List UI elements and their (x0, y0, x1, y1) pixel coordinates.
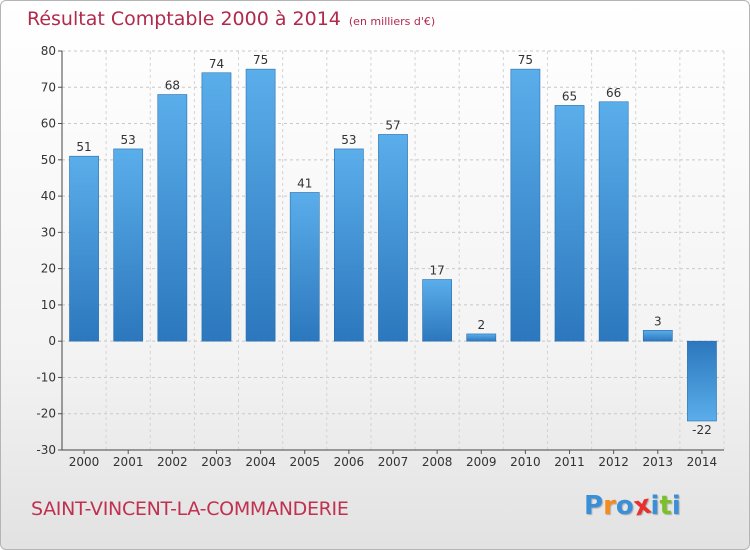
x-tick-label: 2000 (69, 455, 100, 469)
title-block: Résultat Comptable 2000 à 2014 (en millie… (27, 8, 435, 30)
bar-2004 (245, 68, 276, 342)
x-tick-label: 2009 (466, 455, 497, 469)
y-tick-label: 0 (48, 334, 56, 348)
bar-2012 (598, 101, 629, 342)
x-tick-label: 2006 (334, 455, 365, 469)
x-tick-label: 2011 (554, 455, 585, 469)
data-label: 41 (297, 176, 312, 190)
bar-2008 (422, 279, 452, 342)
bar-2007 (378, 134, 408, 342)
bar-2005 (289, 192, 320, 342)
bar-layer (69, 68, 717, 422)
data-label: 53 (121, 133, 136, 147)
bar-2013 (642, 329, 673, 342)
data-label: 2 (477, 318, 485, 332)
y-tick-label: 30 (41, 225, 56, 239)
commune-name: SAINT-VINCENT-LA-COMMANDERIE (31, 498, 349, 520)
data-label: 66 (606, 86, 621, 100)
x-tick-label: 2002 (157, 455, 188, 469)
y-tick-label: 50 (41, 153, 56, 167)
bar-2003 (201, 72, 232, 342)
data-label: 17 (429, 264, 444, 278)
x-tick-label: 2010 (510, 455, 541, 469)
data-label: 3 (654, 314, 662, 328)
grid-layer (61, 50, 725, 451)
chart-title: Résultat Comptable 2000 à 2014 (27, 8, 341, 30)
x-tick-label: 2001 (113, 455, 144, 469)
logo-letter: P (584, 491, 604, 521)
label-layer: 51 53 68 74 75 41 53 57 17 2 75 65 66 3 -22 (76, 53, 711, 437)
data-label: -22 (692, 423, 712, 437)
data-label: 75 (253, 53, 268, 67)
bar-2006 (334, 148, 364, 342)
bar-2010 (510, 68, 541, 342)
y-tick-label: 10 (41, 298, 56, 312)
data-label: 51 (76, 140, 91, 154)
chart-subtitle: (en milliers d'€) (348, 15, 436, 28)
y-tick-label: 20 (41, 262, 56, 276)
x-tick-label: 2005 (289, 455, 320, 469)
x-tick-label: 2012 (598, 455, 629, 469)
x-tick-label: 2008 (422, 455, 453, 469)
y-tick-label: 60 (41, 117, 56, 131)
logo-letter: i (671, 491, 681, 521)
bar-2014 (687, 340, 717, 422)
axis-layer: -30 -20 -10 0 10 20 30 40 50 60 70 80 2000 2001 2002 20… (36, 44, 724, 469)
bar-2000 (69, 155, 99, 342)
x-tick-label: 2014 (687, 455, 718, 469)
y-tick-label: -20 (36, 407, 56, 421)
x-tick-label: 2004 (245, 455, 276, 469)
bar-2011 (554, 105, 585, 342)
data-label: 53 (341, 133, 356, 147)
y-tick-label: 70 (41, 80, 56, 94)
proxiti-logo: Proxiti (584, 490, 681, 523)
bar-2009 (466, 333, 497, 342)
y-tick-label: 80 (41, 44, 56, 58)
y-tick-label: -30 (36, 443, 56, 457)
y-tick-label: -10 (36, 370, 56, 384)
data-label: 75 (518, 53, 533, 67)
logo-letter: o (615, 491, 634, 521)
logo-letter: t (659, 491, 672, 521)
bar-2001 (113, 148, 144, 342)
x-tick-label: 2003 (201, 455, 232, 469)
logo-letter: i (650, 491, 660, 521)
data-label: 68 (165, 79, 180, 93)
y-tick-label: 40 (41, 189, 56, 203)
bar-2002 (157, 94, 188, 342)
data-label: 57 (385, 118, 400, 132)
logo-letter: r (603, 491, 616, 521)
data-label: 65 (562, 89, 577, 103)
x-tick-label: 2013 (643, 455, 674, 469)
data-label: 74 (209, 57, 224, 71)
x-tick-label: 2007 (378, 455, 409, 469)
